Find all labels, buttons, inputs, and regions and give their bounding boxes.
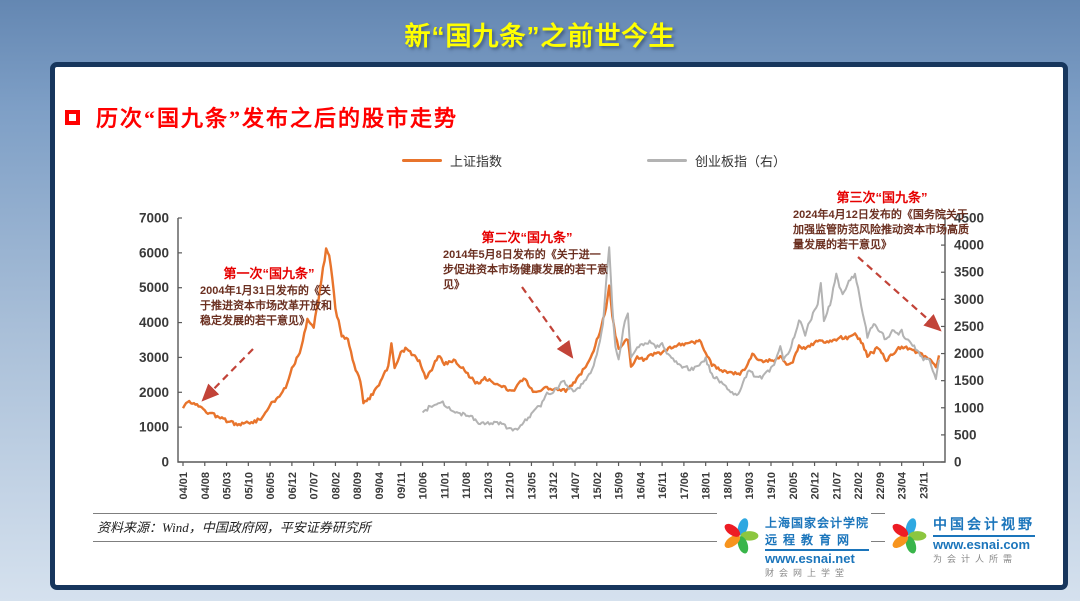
svg-text:08/02: 08/02 <box>330 472 342 500</box>
annotation-2-title: 第二次“国九条” <box>481 230 573 245</box>
slide-title: 新“国九条”之前世今生 <box>404 21 676 51</box>
chinext-line-swatch <box>647 159 687 162</box>
svg-text:2000: 2000 <box>139 385 169 400</box>
series-sse-index <box>181 247 941 427</box>
chart-legend: 上证指数 创业板指（右） <box>90 151 1080 170</box>
svg-text:3000: 3000 <box>139 350 169 365</box>
esnai-com-url[interactable]: www.esnai.com <box>933 535 1035 552</box>
footer-logos: 上海国家会计学院 远程教育网 www.esnai.net 财会网上学堂 中国会计… <box>716 512 1037 581</box>
svg-text:04/08: 04/08 <box>200 472 212 500</box>
svg-text:0: 0 <box>161 455 169 470</box>
svg-text:19/03: 19/03 <box>744 472 756 500</box>
esnai-net-logo-text: 上海国家会计学院 远程教育网 www.esnai.net 财会网上学堂 <box>764 514 869 579</box>
svg-text:6000: 6000 <box>139 245 169 260</box>
svg-text:04/01: 04/01 <box>178 472 190 500</box>
svg-text:3500: 3500 <box>954 265 984 280</box>
annotation-1-title: 第一次“国九条” <box>223 266 315 281</box>
svg-text:16/11: 16/11 <box>657 472 669 499</box>
svg-text:1000: 1000 <box>954 400 984 415</box>
svg-text:5000: 5000 <box>139 280 169 295</box>
y-axis-labels: 0 1000 2000 3000 4000 5000 6000 7000 0 500 1000 150… <box>139 211 984 470</box>
svg-text:09/11: 09/11 <box>396 472 408 499</box>
svg-text:18/08: 18/08 <box>722 472 734 500</box>
esnai-com-name: 中国会计视野 <box>933 516 1035 532</box>
svg-text:12/03: 12/03 <box>483 472 495 500</box>
esnai-net-name-line1: 上海国家会计学院 <box>764 516 869 530</box>
annotation-first-guojiutiao: 第一次“国九条” 2004年1月31日发布的《关于推进资本市场改革开放和稳定发展… <box>200 263 338 330</box>
source-note-text: 资料来源：Wind，中国政府网，平安证券研究所 <box>97 520 371 535</box>
annotation-3-body: 2024年4月12日发布的《国务院关于加强监管防范风险推动资本市场高质量发展的若… <box>793 209 969 252</box>
bullet-square-icon <box>65 109 80 125</box>
svg-text:20/12: 20/12 <box>810 472 822 500</box>
svg-text:10/06: 10/06 <box>418 472 430 500</box>
esnai-net-tagline: 财会网上学堂 <box>764 568 849 578</box>
svg-text:17/06: 17/06 <box>679 472 691 500</box>
svg-text:23/04: 23/04 <box>897 471 909 499</box>
sse-legend-label: 上证指数 <box>449 154 502 169</box>
svg-text:4000: 4000 <box>954 238 984 253</box>
annotation-third-guojiutiao: 第三次“国九条” 2024年4月12日发布的《国务院关于加强监管防范风险推动资本… <box>793 187 971 254</box>
svg-text:15/02: 15/02 <box>592 472 604 500</box>
esnai-flower-icon <box>724 518 759 554</box>
svg-text:19/10: 19/10 <box>766 472 778 500</box>
svg-text:22/09: 22/09 <box>875 472 887 500</box>
annotation-second-guojiutiao: 第二次“国九条” 2014年5月8日发布的《关于进一步促进资本市场健康发展的若干… <box>443 227 611 294</box>
annotation-1-body: 2004年1月31日发布的《关于推进资本市场改革开放和稳定发展的若干意见》 <box>200 285 332 328</box>
chinext-legend-label: 创业板指（右） <box>695 154 787 169</box>
svg-text:500: 500 <box>954 427 977 442</box>
esnai-com-tagline: 为会计人所需 <box>933 554 1018 564</box>
svg-text:15/09: 15/09 <box>614 472 626 500</box>
esnai-flower-icon <box>892 518 927 554</box>
esnai-com-logo: 中国会计视野 www.esnai.com 为会计人所需 <box>885 512 1037 581</box>
svg-text:21/07: 21/07 <box>831 472 843 500</box>
svg-text:22/02: 22/02 <box>853 472 865 500</box>
svg-text:16/04: 16/04 <box>635 471 647 499</box>
svg-text:06/05: 06/05 <box>265 472 277 500</box>
source-note: 资料来源：Wind，中国政府网，平安证券研究所 <box>93 513 1035 542</box>
svg-text:08/09: 08/09 <box>352 472 364 500</box>
svg-text:18/01: 18/01 <box>701 472 713 500</box>
legend-item-sse: 上证指数 <box>401 151 502 170</box>
svg-text:20/05: 20/05 <box>788 472 800 500</box>
svg-text:0: 0 <box>954 455 962 470</box>
svg-text:06/12: 06/12 <box>287 472 299 500</box>
svg-text:1500: 1500 <box>954 373 984 388</box>
esnai-net-name-line2: 远程教育网 <box>764 533 855 547</box>
svg-text:05/10: 05/10 <box>243 472 255 500</box>
svg-text:4000: 4000 <box>139 315 169 330</box>
svg-text:2500: 2500 <box>954 319 984 334</box>
annotation-3-title: 第三次“国九条” <box>836 190 928 205</box>
stock-chart: 0 1000 2000 3000 4000 5000 6000 7000 0 500 1000 150… <box>55 172 1063 542</box>
annotation-arrows <box>201 256 942 402</box>
svg-text:11/01: 11/01 <box>439 472 451 499</box>
svg-text:23/11: 23/11 <box>918 472 930 499</box>
section-heading-label: 历次“国九条”发布之后的股市走势 <box>96 106 459 131</box>
svg-text:13/12: 13/12 <box>548 472 560 500</box>
svg-text:07/07: 07/07 <box>309 472 321 500</box>
svg-text:4500: 4500 <box>954 211 984 226</box>
svg-text:1000: 1000 <box>139 420 169 435</box>
series-chinext-index <box>421 246 940 432</box>
annotation-2-body: 2014年5月8日发布的《关于进一步促进资本市场健康发展的若干意见》 <box>443 249 608 292</box>
esnai-com-logo-text: 中国会计视野 www.esnai.com 为会计人所需 <box>933 514 1035 565</box>
content-panel: 历次“国九条”发布之后的股市走势 上证指数 创业板指（右） 0 1000 2000 3… <box>50 62 1068 590</box>
sse-line-swatch <box>401 159 442 162</box>
section-heading: 历次“国九条”发布之后的股市走势 <box>65 101 458 133</box>
svg-text:09/04: 09/04 <box>374 471 386 499</box>
chart-axes <box>177 218 946 463</box>
svg-text:2000: 2000 <box>954 346 984 361</box>
svg-text:14/07: 14/07 <box>570 472 582 500</box>
esnai-net-url[interactable]: www.esnai.net <box>764 549 869 566</box>
stock-chart-svg: 0 1000 2000 3000 4000 5000 6000 7000 0 500 1000 150… <box>139 211 984 500</box>
svg-text:05/03: 05/03 <box>222 472 234 500</box>
svg-text:7000: 7000 <box>139 211 169 226</box>
legend-item-chinext: 创业板指（右） <box>647 151 786 170</box>
svg-text:11/08: 11/08 <box>461 472 473 499</box>
x-axis-labels: 04/01 04/08 05/03 05/10 06/05 06/12 07/07 08/02… <box>178 462 930 500</box>
esnai-net-logo: 上海国家会计学院 远程教育网 www.esnai.net 财会网上学堂 <box>716 512 871 581</box>
svg-text:13/05: 13/05 <box>526 472 538 500</box>
svg-text:3000: 3000 <box>954 292 984 307</box>
svg-text:12/10: 12/10 <box>505 472 517 500</box>
